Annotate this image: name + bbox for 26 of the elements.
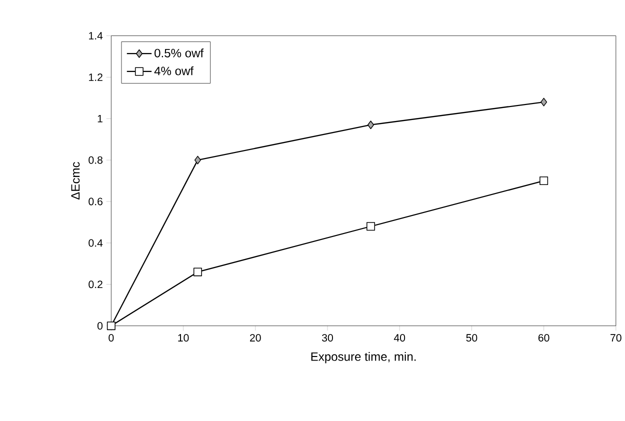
y-tick-label: 1.4 [89,32,103,40]
x-tick-label: 0 [108,334,114,342]
y-axis-title: ΔEcmc [71,162,80,200]
x-tick-label: 60 [538,334,550,342]
y-tick-label: 0.2 [88,280,102,288]
y-tick-label: 1 [98,115,102,122]
y-tick-label: 0.8 [88,156,102,164]
y-tick-label: 0.4 [88,239,103,247]
point [540,98,548,107]
x-tick-label: 20 [250,334,261,342]
x-tick-label: 50 [466,334,478,342]
point [193,268,202,276]
x-tick-label: 30 [322,334,333,342]
legend-label: 4% owf [154,66,194,76]
point [540,176,548,186]
point [366,222,376,231]
x-tick-label: 10 [178,334,189,342]
y-tick-label: 1.2 [89,74,102,82]
x-tick-label: 70 [610,334,622,342]
legend-label: 0.5% owf [154,48,204,58]
x-axis-title: Exposure time, min. [311,352,416,364]
point [367,120,374,130]
x-tick-label: 40 [394,334,406,342]
y-tick-label: 0.6 [88,198,102,206]
point [194,156,201,165]
y-tick-label: 0 [97,322,103,330]
